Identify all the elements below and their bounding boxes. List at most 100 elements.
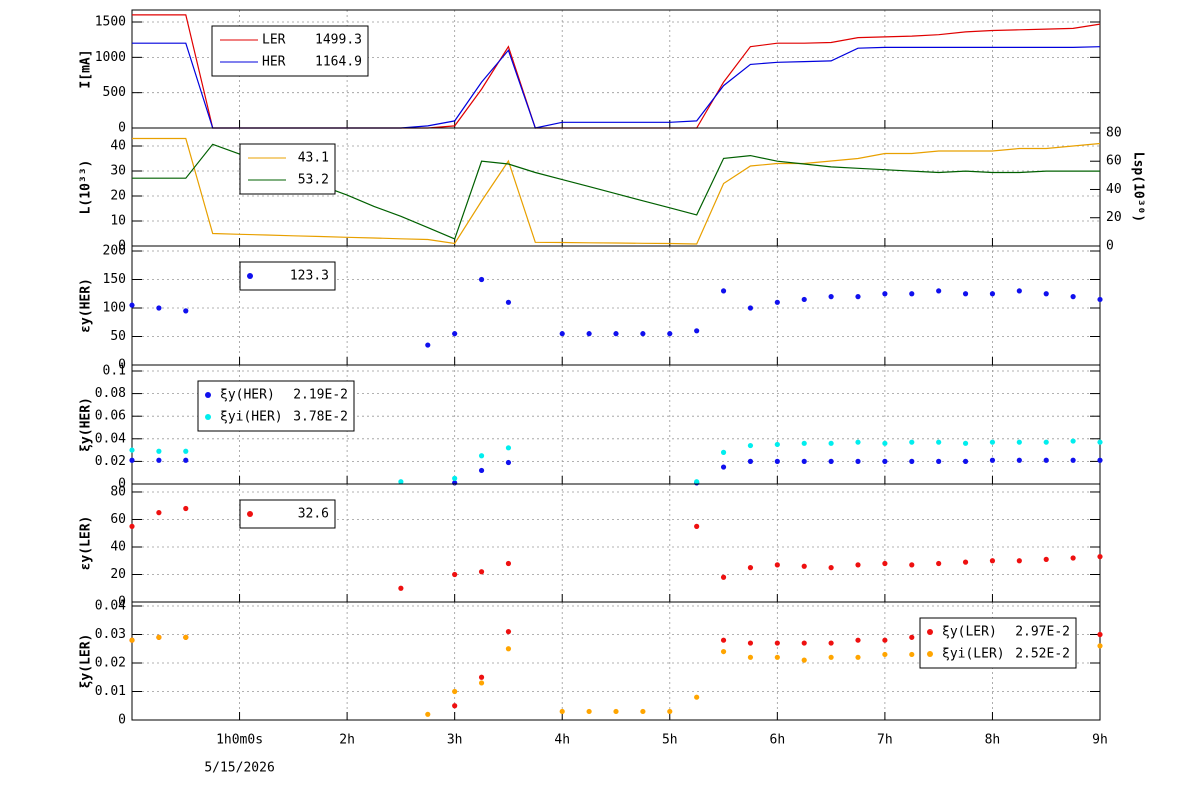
data-point	[156, 510, 162, 516]
data-point	[855, 458, 861, 464]
data-point	[774, 640, 780, 646]
data-point	[747, 442, 754, 449]
legend-box	[239, 499, 336, 529]
y-tick-label: 20	[110, 567, 126, 582]
data-point	[747, 458, 754, 464]
data-point	[667, 331, 673, 337]
legend-swatch	[927, 651, 933, 657]
legend-box	[211, 25, 369, 77]
data-point	[1043, 556, 1049, 562]
data-point	[505, 445, 512, 451]
data-point	[801, 657, 807, 663]
legend-label: ξyi(LER)	[942, 647, 1005, 662]
data-point	[183, 634, 189, 640]
data-point	[909, 291, 915, 297]
data-point	[962, 291, 969, 297]
data-point	[989, 457, 996, 463]
data-point	[801, 640, 807, 646]
legend-value: 2.52E-2	[1015, 647, 1070, 662]
data-point	[452, 475, 458, 481]
data-point	[962, 440, 969, 446]
x-tick-label: 8h	[985, 733, 1001, 748]
legend-value: 2.97E-2	[1015, 625, 1070, 640]
data-point	[129, 637, 135, 643]
data-point	[1016, 558, 1022, 564]
data-point	[720, 574, 727, 580]
x-tick-label: 1h0m0s	[216, 733, 263, 748]
data-point	[720, 637, 727, 643]
data-point	[909, 634, 915, 640]
data-point	[452, 703, 458, 709]
y-tick-label: 0.04	[95, 431, 126, 446]
legend-swatch	[927, 629, 933, 635]
legend-box	[239, 261, 336, 291]
x-tick-label: 6h	[770, 733, 786, 748]
data-point	[559, 331, 565, 337]
data-point	[156, 634, 162, 640]
data-point	[1070, 294, 1076, 300]
data-point	[505, 459, 512, 466]
legend-value: 1164.9	[315, 55, 362, 70]
data-point	[667, 708, 673, 715]
data-point	[801, 440, 807, 446]
data-point	[452, 331, 458, 337]
data-point	[183, 308, 189, 314]
y-tick-label: 200	[103, 244, 126, 259]
y-tick-label: 0	[118, 358, 126, 373]
data-point	[882, 440, 888, 446]
x-tick-label: 7h	[877, 733, 893, 748]
data-point	[1043, 439, 1049, 445]
data-point	[478, 569, 485, 575]
data-point	[828, 440, 834, 446]
data-point	[694, 694, 700, 700]
y-axis-title: ξy(LER)	[79, 634, 94, 689]
data-point	[1070, 457, 1076, 463]
y-tick-label: 1000	[95, 50, 126, 65]
data-point	[882, 291, 888, 297]
y-tick-label: 0	[118, 713, 126, 728]
data-point	[774, 562, 780, 568]
legend-swatch	[247, 273, 253, 279]
data-point	[478, 680, 485, 686]
data-point	[183, 448, 189, 454]
data-point	[936, 439, 942, 445]
data-point	[774, 441, 780, 448]
y2-tick-label: 0	[1106, 239, 1114, 254]
data-point	[694, 479, 700, 485]
y-tick-label: 150	[103, 272, 126, 287]
y-tick-label: 60	[110, 512, 126, 527]
x-tick-label: 2h	[339, 733, 355, 748]
data-point	[640, 708, 646, 715]
data-point	[183, 505, 189, 512]
data-point	[1097, 296, 1103, 303]
data-point	[129, 457, 135, 463]
data-point	[559, 708, 565, 715]
data-point	[156, 448, 162, 454]
data-point	[747, 305, 754, 311]
legend-box	[197, 380, 355, 432]
data-point	[129, 302, 135, 308]
y-tick-label: 0.1	[103, 363, 126, 378]
legend-value: 32.6	[298, 507, 329, 522]
data-point	[801, 563, 807, 569]
data-point	[801, 296, 807, 303]
data-point	[962, 559, 969, 565]
data-point	[909, 458, 915, 464]
legend-swatch	[205, 414, 211, 420]
legend-swatch	[205, 392, 211, 398]
data-point	[1043, 457, 1049, 463]
data-point	[855, 294, 861, 300]
y2-tick-label: 40	[1106, 182, 1122, 197]
data-point	[962, 458, 969, 464]
data-point	[478, 276, 485, 283]
y-tick-label: 0	[118, 477, 126, 492]
data-point	[828, 294, 834, 300]
data-point	[720, 449, 727, 455]
data-point	[694, 523, 700, 529]
data-point	[882, 651, 888, 658]
data-point	[452, 571, 458, 578]
data-point	[1016, 439, 1022, 445]
legend-value: 3.78E-2	[293, 410, 348, 425]
data-point	[828, 640, 834, 646]
